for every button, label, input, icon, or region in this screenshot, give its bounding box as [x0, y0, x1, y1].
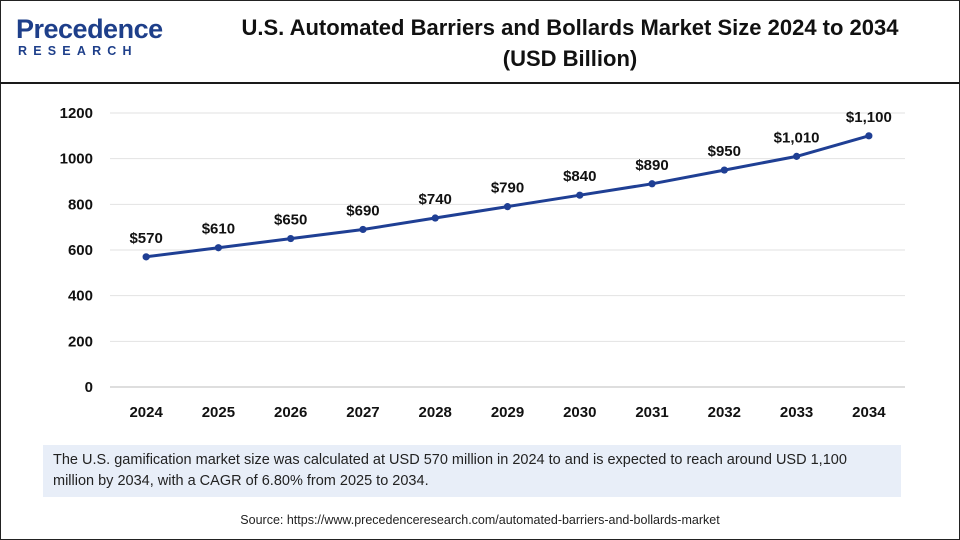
data-label: $570 [129, 230, 162, 247]
data-point [792, 152, 801, 160]
data-point [720, 166, 728, 174]
y-tick-label: 800 [68, 196, 93, 213]
summary-note: The U.S. gamification market size was ca… [43, 445, 901, 497]
precedence-research-logo: Precedence RESEARCH [16, 14, 166, 64]
x-tick-label: 2025 [202, 404, 235, 421]
data-point [431, 214, 439, 222]
y-tick-label: 1000 [60, 151, 93, 168]
x-tick-label: 2034 [852, 404, 886, 421]
data-label: $650 [274, 212, 307, 229]
chart-title: U.S. Automated Barriers and Bollards Mar… [200, 12, 940, 74]
data-point [503, 203, 512, 211]
data-point [214, 244, 223, 252]
data-label: $740 [419, 191, 452, 208]
data-label: $840 [563, 168, 596, 185]
chart-title-line-2: (USD Billion) [502, 46, 638, 71]
x-tick-label: 2027 [346, 404, 379, 421]
x-tick-label: 2032 [708, 404, 741, 421]
x-tick-label: 2033 [780, 404, 813, 421]
x-tick-label: 2031 [635, 404, 668, 421]
y-tick-label: 1200 [60, 105, 93, 122]
data-point [576, 191, 584, 199]
source-citation: Source: https://www.precedenceresearch.c… [240, 513, 720, 527]
data-label: $1,010 [774, 129, 820, 146]
logo-main-text: Precedence [16, 14, 163, 44]
x-tick-label: 2026 [274, 404, 307, 421]
data-label: $610 [202, 221, 235, 238]
data-label: $1,100 [846, 109, 892, 126]
y-tick-label: 200 [68, 333, 93, 350]
x-tick-label: 2029 [491, 404, 524, 421]
y-tick-label: 0 [85, 379, 93, 396]
data-label: $890 [635, 157, 668, 174]
logo-sub-text: RESEARCH [18, 44, 138, 58]
y-tick-label: 600 [68, 242, 93, 259]
x-tick-label: 2030 [563, 404, 596, 421]
line-chart: 0 200 400 600 800 1000 1200 2024 2025 2026 2027 202… [60, 105, 905, 421]
x-tick-label: 2028 [419, 404, 452, 421]
x-tick-label: 2024 [129, 404, 163, 421]
data-label: $690 [346, 202, 379, 219]
data-point [865, 132, 873, 140]
data-label: $790 [491, 180, 524, 197]
header-divider [0, 82, 960, 84]
data-point [287, 234, 295, 243]
y-tick-label: 400 [68, 288, 93, 305]
data-point [142, 253, 150, 261]
data-point [359, 225, 367, 234]
data-label: $950 [708, 143, 741, 160]
data-point [648, 180, 656, 188]
chart-title-line-1: U.S. Automated Barriers and Bollards Mar… [241, 15, 899, 40]
